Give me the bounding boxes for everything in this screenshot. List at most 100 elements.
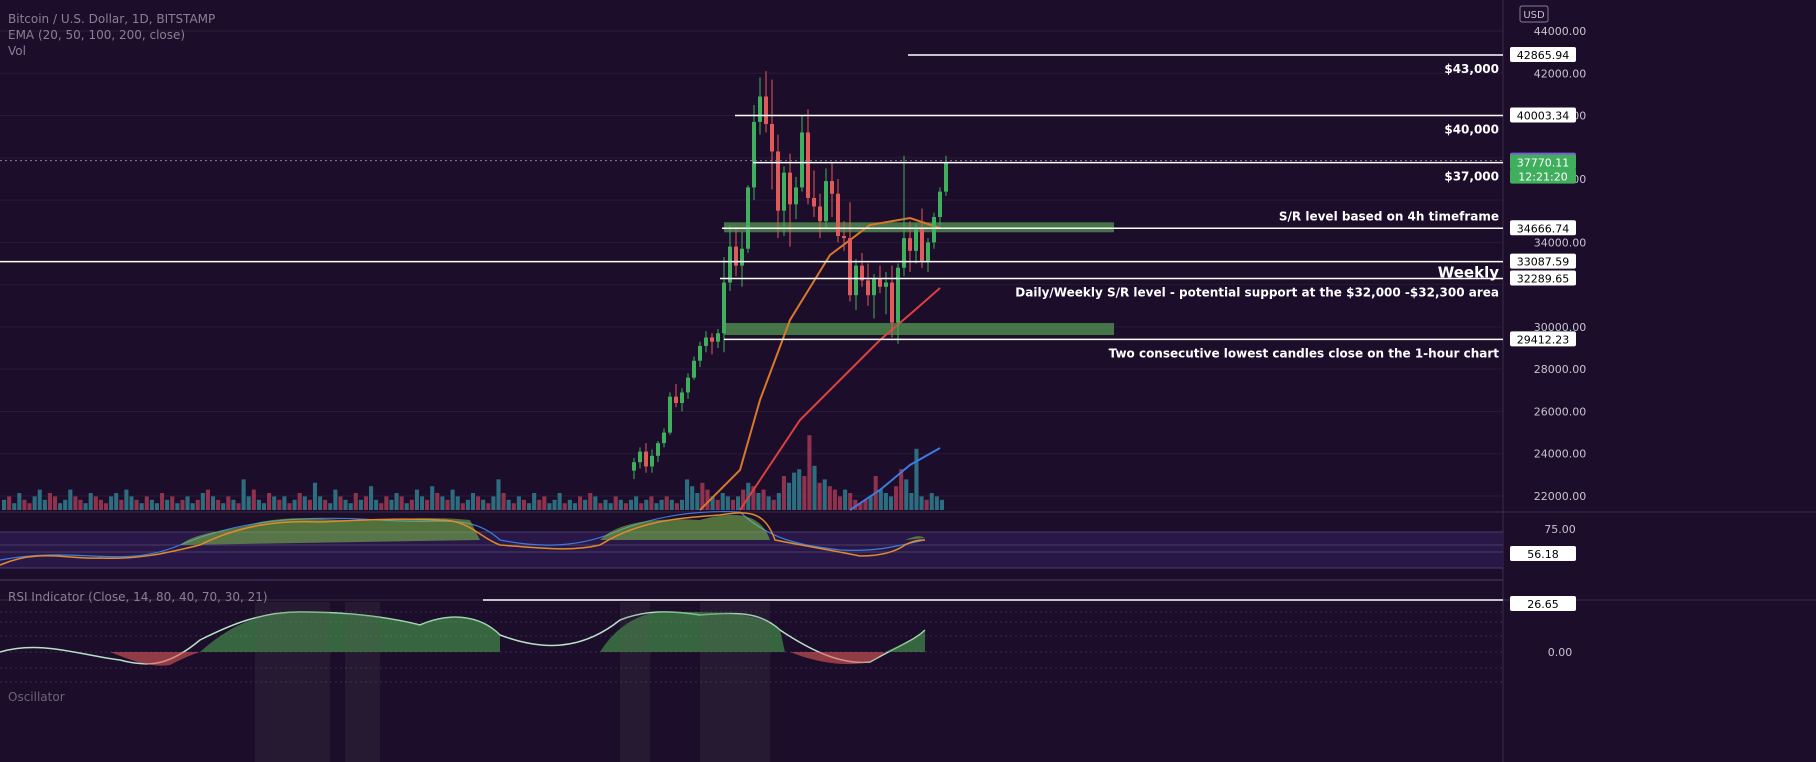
volume-bar — [419, 496, 425, 510]
rsi-value-tag: 56.18 — [1510, 546, 1576, 561]
volume-bar — [328, 503, 333, 510]
volume-bar — [430, 486, 435, 510]
volume-bar — [736, 496, 741, 510]
volume-bar — [608, 503, 613, 510]
volume-bar — [409, 499, 414, 510]
volume-bar — [109, 496, 114, 510]
rsi-low-text: 26.65 — [1527, 598, 1559, 611]
candle-body — [716, 333, 720, 342]
volume-bar — [516, 496, 521, 510]
volume-bar — [710, 496, 715, 510]
volume-bar — [256, 499, 261, 510]
sr-lines — [0, 54, 1503, 341]
price-tag-text: 34666.74 — [1517, 222, 1570, 235]
osc-shade — [620, 602, 650, 762]
volume-bar — [511, 503, 516, 510]
volume-bar — [476, 496, 481, 510]
volume-bar — [358, 499, 363, 510]
volume-bar — [22, 499, 27, 510]
volume-bar — [552, 499, 557, 510]
volume-bar — [154, 503, 160, 510]
price-tick: 24000.00 — [1534, 448, 1587, 461]
volume-bar — [878, 489, 883, 510]
candle-body — [722, 282, 726, 334]
price-tag: 12:21:20 — [1510, 168, 1576, 184]
volume-bar — [751, 486, 756, 510]
candle-body — [848, 238, 852, 296]
volume-bar — [236, 503, 241, 510]
volume-bar — [521, 499, 527, 510]
weekly-label: Weekly — [1438, 264, 1499, 282]
volume-bar — [817, 482, 822, 510]
volume-bar — [450, 489, 455, 510]
candle-body — [824, 181, 828, 222]
volume-bar — [160, 493, 165, 510]
volume-bars — [2, 435, 944, 510]
currency-button[interactable]: USD — [1519, 5, 1549, 23]
price-tag-bg — [1510, 46, 1576, 62]
volume-bar — [175, 503, 180, 510]
volume-bar — [404, 503, 409, 510]
volume-bar — [384, 496, 389, 510]
volume-bar — [659, 499, 664, 510]
volume-bar — [200, 493, 205, 510]
candle-body — [770, 124, 774, 152]
volume-bar — [797, 469, 802, 510]
candle-body — [728, 246, 732, 283]
price-tick: 44000.00 — [1534, 25, 1587, 38]
candle-body — [650, 455, 654, 467]
candle-body — [656, 443, 660, 456]
price-tick: 34000.00 — [1534, 236, 1587, 249]
osc-negative-fill — [110, 652, 885, 666]
price-tag-text: 33087.59 — [1517, 256, 1570, 269]
volume-bar — [399, 496, 404, 510]
candle-body — [734, 246, 738, 266]
volume-bar — [37, 489, 42, 510]
volume-bar — [786, 482, 792, 510]
price-tag-text: 42865.94 — [1517, 49, 1570, 62]
volume-bar — [287, 503, 292, 510]
volume-bar — [435, 493, 440, 510]
volume-bar — [93, 496, 98, 510]
volume-bar — [695, 493, 700, 510]
volume-bar — [180, 499, 185, 510]
volume-bar — [445, 499, 450, 510]
volume-bar — [837, 496, 843, 510]
volume-bar — [379, 503, 384, 510]
candle-body — [854, 265, 858, 296]
osc-shade — [345, 602, 380, 762]
volume-bar — [2, 499, 7, 510]
price-tag-bg — [1510, 331, 1576, 347]
candle-body — [632, 462, 636, 471]
candle-body — [662, 432, 666, 444]
volume-bar — [348, 503, 353, 510]
candle-body — [890, 282, 894, 323]
candle-body — [692, 360, 696, 378]
volume-bar — [832, 489, 837, 510]
volume-bar — [894, 486, 899, 510]
candle-body — [680, 392, 684, 403]
volume-bar — [527, 503, 532, 510]
volume-bar — [323, 499, 328, 510]
volume-bar — [858, 503, 863, 510]
price-tag: 34666.74 — [1510, 220, 1576, 236]
candle-body — [710, 337, 714, 342]
candle-body — [830, 181, 834, 194]
volume-bar — [195, 499, 200, 510]
volume-bar — [205, 489, 210, 510]
volume-bar — [129, 496, 134, 510]
ema-50-line — [739, 287, 941, 511]
volume-bar — [843, 489, 848, 510]
volume-bar — [32, 496, 37, 510]
volume-bar — [241, 479, 246, 510]
candle-body — [704, 337, 708, 346]
rsi-tick: 75.00 — [1544, 523, 1576, 536]
candle-body — [800, 132, 804, 188]
price-tick: 42000.00 — [1534, 67, 1587, 80]
rsi-legend: RSI Indicator (Close, 14, 80, 40, 70, 30… — [8, 590, 268, 604]
rsi-low-bg — [1510, 596, 1576, 611]
volume-bar — [246, 496, 251, 510]
candle-body — [908, 238, 912, 251]
